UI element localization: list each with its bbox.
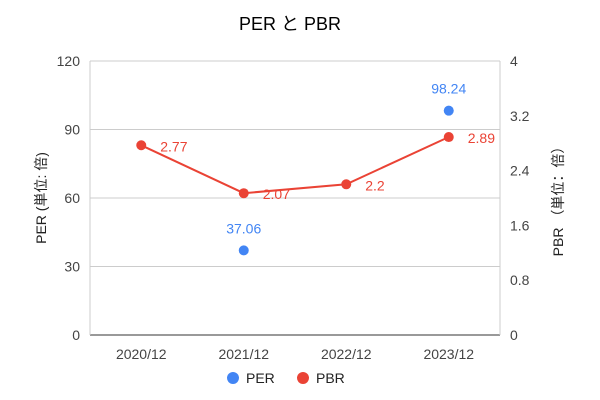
series-line-pbr	[140, 136, 450, 195]
x-tick-label: 2020/12	[116, 346, 167, 362]
legend-label-pbr: PBR	[316, 370, 345, 386]
legend-marker-pbr	[297, 372, 309, 384]
y-left-tick-label: 0	[72, 327, 80, 343]
data-label-per: 37.06	[226, 220, 261, 236]
series-layer	[136, 105, 454, 256]
data-label-pbr: 2.07	[263, 186, 290, 202]
point-pbr	[136, 140, 147, 151]
x-tick-label: 2021/12	[218, 346, 269, 362]
point-pbr	[443, 132, 454, 143]
legend: PER PBR	[227, 370, 345, 386]
y-right-tick-label: 4	[510, 53, 518, 69]
point-per	[238, 245, 249, 256]
x-ticks: 2020/12 2021/12 2022/12 2023/12	[116, 346, 474, 362]
gridlines	[90, 60, 500, 336]
data-label-pbr: 2.89	[468, 130, 495, 146]
point-pbr	[341, 179, 352, 190]
y-left-axis-label: PER (単位: 倍)	[33, 152, 49, 244]
y-left-tick-label: 90	[64, 122, 80, 138]
y-right-tick-label: 0	[510, 327, 518, 343]
data-label-pbr: 2.2	[365, 177, 385, 193]
point-pbr	[238, 188, 249, 199]
legend-marker-per	[227, 372, 239, 384]
data-labels: 37.06 98.24 2.77 2.07 2.2 2.89	[160, 81, 495, 237]
y-left-tick-label: 30	[64, 259, 80, 275]
data-label-pbr: 2.77	[160, 138, 187, 154]
x-tick-label: 2022/12	[321, 346, 372, 362]
y-right-tick-label: 3.2	[510, 108, 530, 124]
legend-label-per: PER	[246, 370, 275, 386]
chart-title: PER と PBR	[239, 14, 341, 34]
x-tick-label: 2023/12	[423, 346, 474, 362]
point-per	[443, 105, 454, 116]
axes	[89, 61, 501, 335]
y-right-tick-label: 1.6	[510, 217, 530, 233]
y-right-axis-label: PBR （単位：倍）	[550, 140, 566, 257]
y-left-ticks: 0 30 60 90 120	[57, 53, 81, 343]
y-left-tick-label: 60	[64, 190, 80, 206]
y-right-tick-label: 2.4	[510, 163, 530, 179]
y-right-tick-label: 0.8	[510, 272, 530, 288]
y-right-ticks: 0 0.8 1.6 2.4 3.2 4	[510, 53, 530, 343]
y-left-tick-label: 120	[57, 53, 81, 69]
data-label-per: 98.24	[431, 81, 466, 97]
